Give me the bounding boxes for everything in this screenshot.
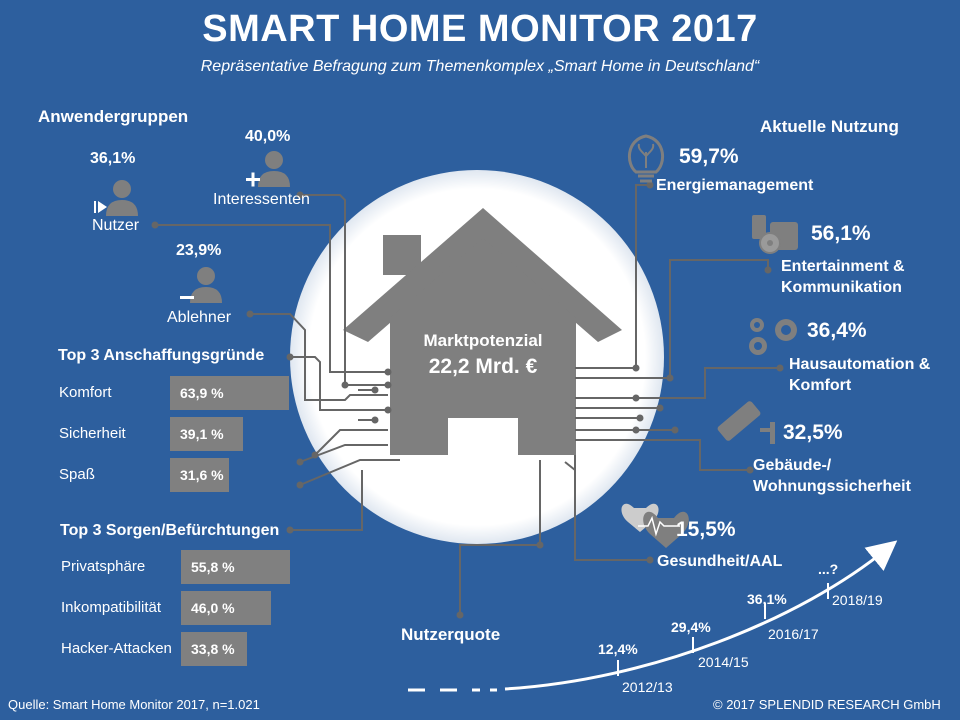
source-note: Quelle: Smart Home Monitor 2017, n=1.021 (8, 697, 260, 712)
concerns-label: Privatsphäre (61, 558, 146, 575)
market-potential-label: Marktpotenzial (423, 331, 543, 350)
usage-pct-automation: 36,4% (807, 319, 867, 342)
heart-pulse-icon (621, 503, 689, 548)
reasons-label: Spaß (59, 466, 95, 483)
concerns-bar: 46,0 % (181, 591, 271, 625)
user-rate-value-2014: 29,4% (671, 619, 711, 635)
user-rate-value-2018: ...? (818, 561, 839, 577)
reasons-bar: 39,1 % (170, 417, 243, 451)
user-play-icon (94, 180, 138, 216)
circuit-lines (155, 184, 780, 615)
concerns-label: Hacker-Attacken (61, 640, 172, 657)
security-camera-icon (717, 401, 775, 444)
circuit-dots (151, 181, 784, 619)
usage-pct-entertainment: 56,1% (811, 222, 871, 245)
subtitle: Repräsentative Befragung zum Themenkompl… (200, 58, 760, 75)
user-group-label-rejecters: Ablehner (167, 309, 232, 326)
curve-ticks (617, 583, 829, 676)
concerns-label: Inkompatibilität (61, 599, 162, 616)
usage-label-health: Gesundheit/AAL (657, 553, 783, 570)
user-group-label-interested: Interessenten (213, 191, 310, 208)
user-rate-value-2016: 36,1% (747, 591, 787, 607)
user-rate-period-2014: 2014/15 (698, 654, 749, 670)
reasons-label: Sicherheit (59, 425, 126, 442)
user-plus-icon (246, 151, 290, 187)
concerns-heading: Top 3 Sorgen/Befürchtungen (60, 522, 280, 539)
media-devices-icon (752, 215, 798, 254)
usage-label-energy: Energiemanagement (656, 177, 814, 194)
concerns-bar: 55,8 % (181, 550, 290, 584)
concerns-bar: 33,8 % (181, 632, 247, 666)
user-group-label-users: Nutzer (92, 217, 140, 234)
usage-label-security: Gebäude-/ Wohnungssicherheit (753, 457, 911, 495)
usage-pct-health: 15,5% (676, 518, 736, 541)
user-minus-icon (180, 267, 222, 303)
usage-pct-energy: 59,7% (679, 145, 739, 168)
user-group-pct-rejecters: 23,9% (176, 242, 222, 259)
usage-label-entertainment: Entertainment & Kommunikation (781, 258, 905, 296)
user-group-pct-users: 36,1% (90, 150, 136, 167)
user-rate-heading: Nutzerquote (401, 625, 501, 644)
reasons-label: Komfort (59, 384, 112, 401)
user-groups-heading: Anwendergruppen (38, 107, 189, 126)
house-icon (343, 208, 622, 455)
user-rate-period-2018: 2018/19 (832, 592, 883, 608)
user-rate-period-2012: 2012/13 (622, 679, 673, 695)
user-group-pct-interested: 40,0% (245, 128, 291, 145)
usage-pct-security: 32,5% (783, 421, 843, 444)
growth-curve (408, 540, 898, 692)
reasons-heading: Top 3 Anschaffungsgründe (58, 347, 265, 364)
reasons-bar: 63,9 % (170, 376, 289, 410)
user-rate-value-2012: 12,4% (598, 641, 638, 657)
reasons-bar: 31,6 % (170, 458, 229, 492)
user-rate-period-2016: 2016/17 (768, 626, 819, 642)
market-potential-value: 22,2 Mrd. € (428, 355, 538, 378)
lightbulb-icon (627, 134, 665, 183)
usage-label-automation: Hausautomation & Komfort (789, 356, 931, 394)
copyright: © 2017 SPLENDID RESEARCH GmbH (713, 697, 941, 712)
gears-icon (749, 318, 797, 355)
usage-heading: Aktuelle Nutzung (760, 117, 899, 136)
main-title: SMART HOME MONITOR 2017 (202, 8, 758, 50)
